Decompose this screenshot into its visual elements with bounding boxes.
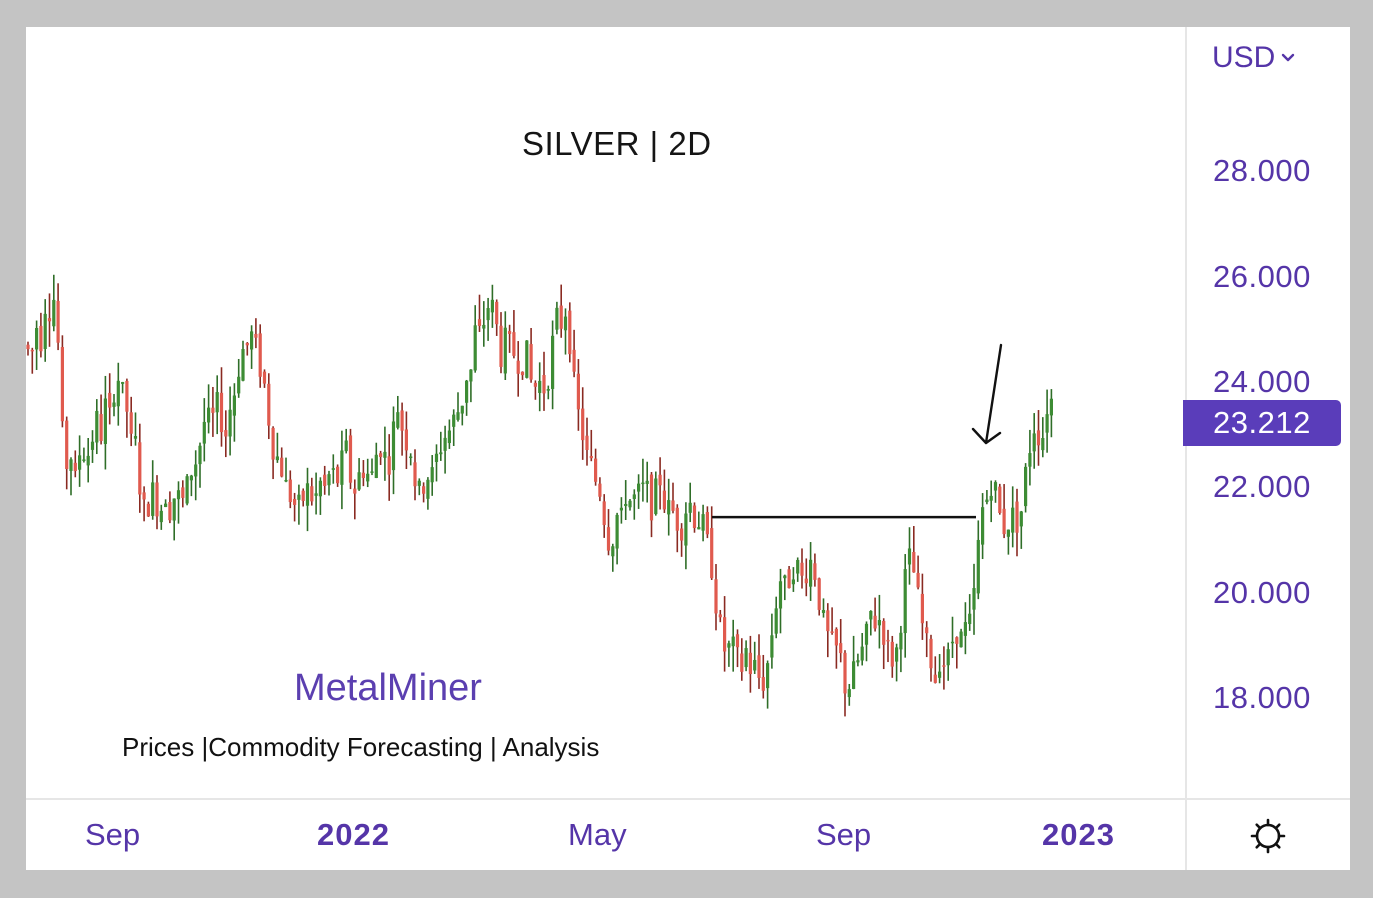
y-tick-20: 20.000: [1213, 575, 1311, 610]
last-price-badge: 23.212: [1183, 400, 1341, 446]
x-tick-sep-2022: Sep: [816, 817, 872, 852]
chart-panel: SILVER | 2D MetalMiner Prices |Commodity…: [26, 27, 1350, 870]
x-tick-2023: 2023: [1042, 817, 1115, 852]
y-tick-26: 26.000: [1213, 259, 1311, 294]
last-price-value: 23.212: [1213, 405, 1311, 440]
y-tick-24: 24.000: [1213, 364, 1311, 399]
sun-gear-icon: [1250, 818, 1286, 854]
arrow-down-icon: [971, 343, 1003, 445]
candlestick-plot[interactable]: [26, 27, 1185, 798]
y-tick-28: 28.000: [1213, 153, 1311, 188]
price-axis-divider: [1185, 27, 1187, 870]
time-axis-divider: [26, 798, 1350, 800]
y-tick-22: 22.000: [1213, 469, 1311, 504]
chart-title: SILVER | 2D: [522, 125, 712, 162]
chevron-down-icon: [1282, 53, 1295, 62]
chart-settings-button[interactable]: [1248, 816, 1288, 856]
x-tick-2022: 2022: [317, 817, 390, 852]
x-tick-may: May: [568, 817, 627, 852]
y-tick-18: 18.000: [1213, 680, 1311, 715]
currency-label: USD: [1212, 41, 1276, 74]
x-tick-sep-2021: Sep: [85, 817, 141, 852]
watermark-tagline: Prices |Commodity Forecasting | Analysis: [122, 732, 600, 762]
watermark-brand: MetalMiner: [294, 667, 482, 709]
currency-selector[interactable]: USD: [1212, 41, 1295, 75]
